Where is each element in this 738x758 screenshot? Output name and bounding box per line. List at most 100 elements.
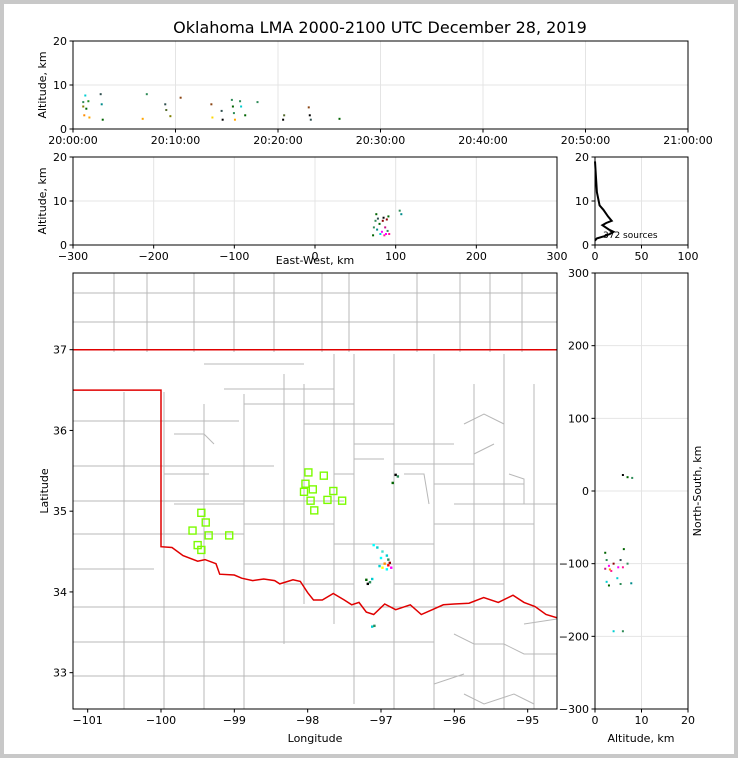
- time-source-point: [220, 109, 223, 112]
- tick-label: 200: [568, 340, 589, 353]
- ns-source-point: [630, 582, 633, 585]
- time-source-point: [164, 103, 167, 106]
- time-source-point: [232, 112, 235, 115]
- station-marker: [337, 496, 347, 505]
- lma-stations: [188, 468, 347, 555]
- time-source-point: [85, 107, 88, 110]
- ew-source-point: [379, 233, 382, 235]
- tick-label: 20: [53, 35, 67, 48]
- time-source-point: [83, 114, 86, 117]
- ew-source-point: [398, 209, 401, 212]
- tick-label: −98: [296, 714, 319, 727]
- time-source-point: [100, 103, 103, 106]
- time-source-point: [82, 105, 85, 108]
- ew-source-point: [376, 228, 379, 231]
- ns-source-point: [610, 569, 613, 572]
- time-source-point: [256, 101, 259, 104]
- tick-label: 0: [312, 250, 319, 263]
- tick-label: 300: [568, 267, 589, 280]
- station-marker: [204, 531, 213, 540]
- time-source-point: [165, 109, 168, 112]
- ns-source-point: [616, 577, 619, 580]
- tick-label: 0: [582, 239, 589, 252]
- map-source-point: [372, 543, 375, 547]
- ew-source-point: [372, 226, 375, 229]
- ns-panel-ylabel: North-South, km: [691, 446, 704, 537]
- tick-label: 100: [385, 250, 406, 263]
- time-source-point: [84, 94, 87, 97]
- tick-label: −97: [369, 714, 392, 727]
- map-source-point: [373, 624, 376, 628]
- altitude-histogram-line: [594, 161, 616, 242]
- tick-label: 20:20:00: [253, 134, 302, 147]
- figure-frame: Oklahoma LMA 2000-2100 UTC December 28, …: [4, 4, 734, 754]
- tick-label: 50: [635, 250, 649, 263]
- map-source-point: [378, 564, 381, 568]
- station-marker: [197, 545, 206, 555]
- ns-source-point: [612, 630, 615, 633]
- map-source-point: [365, 578, 368, 582]
- time-panel-ylabel: Altitude, km: [36, 51, 49, 118]
- time-source-point: [239, 100, 242, 103]
- map-source-point: [388, 561, 391, 565]
- time-source-point: [233, 118, 236, 121]
- ns-source-point: [608, 568, 611, 571]
- ns-source-point: [621, 474, 624, 477]
- map-source-point: [391, 481, 394, 485]
- ew-source-point: [378, 222, 381, 225]
- ns-panel-grid: [594, 272, 689, 710]
- map-source-point: [390, 566, 393, 569]
- ew-panel-ticks: −300 −200 −100 0 100 200 300 0 10 20: [53, 151, 568, 263]
- ns-source-point: [626, 562, 629, 565]
- ns-source-point: [621, 566, 624, 569]
- map-layer: [73, 273, 557, 709]
- tick-label: −99: [223, 714, 246, 727]
- ew-source-point: [388, 233, 391, 235]
- county-boundaries: [73, 273, 557, 709]
- time-source-point: [308, 114, 311, 117]
- ew-source-point: [372, 234, 375, 237]
- map-ticks: −101 −100 −99 −98 −97 −96 −95 33 34 35 36 37: [53, 344, 539, 727]
- ew-source-point: [387, 215, 390, 218]
- ns-source-point: [631, 476, 634, 479]
- station-marker: [299, 487, 309, 497]
- tick-label: 36: [53, 424, 67, 437]
- ns-source-point: [626, 476, 629, 479]
- lma-figure: Oklahoma LMA 2000-2100 UTC December 28, …: [36, 18, 713, 745]
- map-source-point: [396, 475, 400, 478]
- time-source-point: [307, 106, 310, 109]
- ew-source-point: [380, 230, 383, 233]
- ns-panel-ticks: 0 10 20 −300 −200 −100 0 100 200 300: [559, 267, 695, 727]
- ns-source-point: [612, 562, 615, 565]
- tick-label: 34: [53, 586, 67, 599]
- ns-source-point: [617, 566, 620, 569]
- tick-label: −101: [73, 714, 103, 727]
- tick-label: −300: [58, 250, 88, 263]
- time-source-point: [309, 118, 312, 121]
- tick-label: 0: [592, 714, 599, 727]
- map-source-point: [379, 556, 383, 560]
- tick-label: 0: [582, 485, 589, 498]
- ew-source-point: [384, 226, 387, 229]
- station-marker: [301, 479, 310, 488]
- station-marker: [201, 518, 210, 527]
- map-source-point: [376, 546, 379, 549]
- time-panel-points: [82, 93, 341, 121]
- tick-label: 100: [568, 412, 589, 425]
- ew-source-point: [374, 219, 377, 222]
- tick-label: 20:00:00: [48, 134, 97, 147]
- ew-source-point: [400, 213, 403, 216]
- tick-label: 20:30:00: [356, 134, 405, 147]
- ew-source-point: [386, 229, 389, 232]
- ew-panel-ylabel: Altitude, km: [36, 167, 49, 234]
- tick-label: 33: [53, 667, 67, 680]
- map-ylabel: Latitude: [38, 468, 51, 514]
- map-xlabel: Longitude: [288, 732, 343, 745]
- time-panel-grid: [72, 40, 689, 130]
- map-source-point: [385, 554, 389, 557]
- time-source-point: [283, 114, 286, 117]
- time-source-point: [230, 98, 233, 101]
- ns-source-point: [621, 630, 624, 633]
- ns-source-point: [619, 583, 622, 586]
- station-marker: [304, 468, 313, 477]
